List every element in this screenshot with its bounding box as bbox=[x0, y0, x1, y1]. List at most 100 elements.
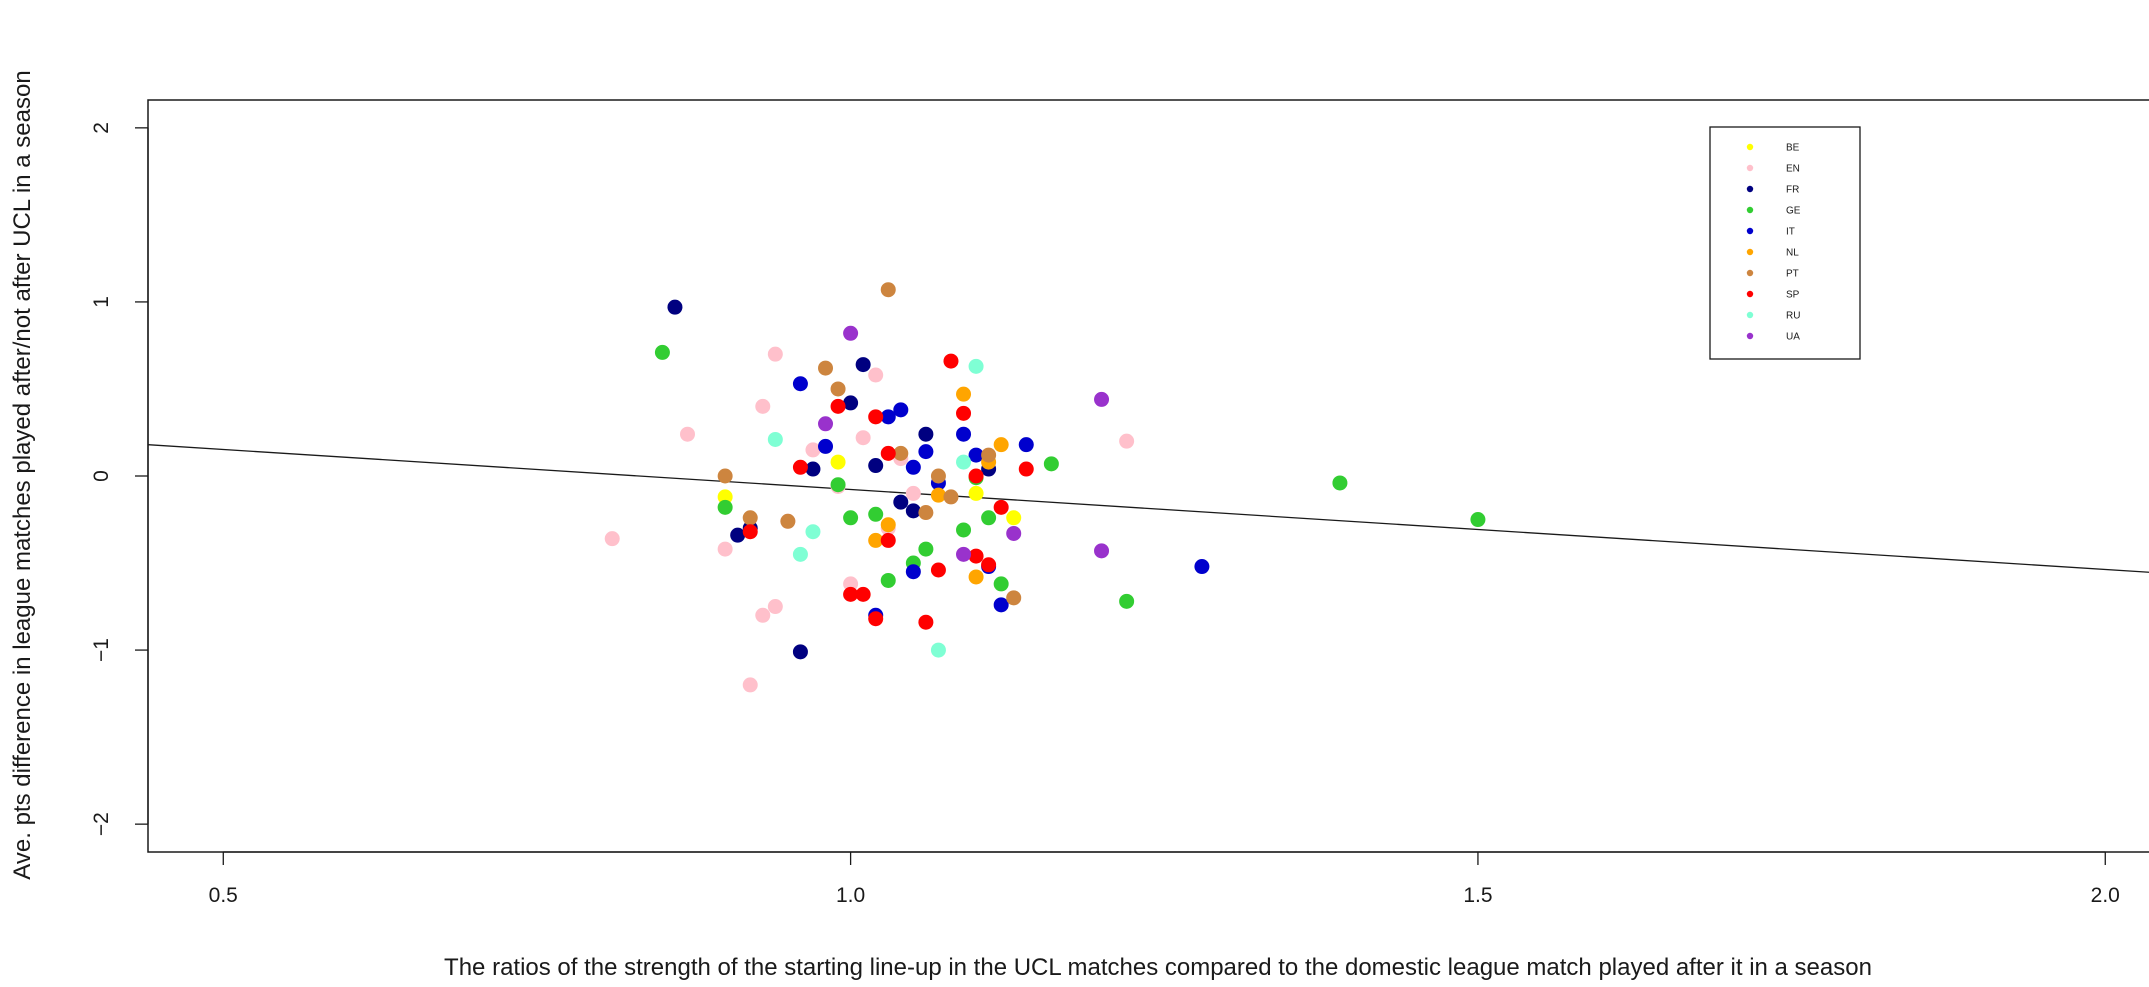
data-point-fr bbox=[843, 395, 859, 411]
legend-label-ru: RU bbox=[1786, 311, 1800, 322]
data-point-it bbox=[956, 426, 972, 442]
data-point-en bbox=[843, 576, 859, 592]
legend: BE EN FR GE IT NL PT SP RU UA bbox=[1709, 126, 1861, 360]
data-point-en bbox=[604, 531, 620, 547]
legend-label-pt: PT bbox=[1786, 269, 1799, 280]
data-point-pt bbox=[1006, 590, 1022, 606]
data-point-sp bbox=[968, 468, 984, 484]
data-point-fr bbox=[792, 644, 808, 660]
legend-marker-be bbox=[1746, 143, 1754, 151]
data-point-pt bbox=[981, 447, 997, 463]
data-point-en bbox=[1119, 433, 1135, 449]
data-point-ru bbox=[956, 454, 972, 470]
x-axis: 0.5 1.0 1.5 2.0 bbox=[209, 851, 2120, 907]
legend-marker-ge bbox=[1746, 206, 1754, 214]
data-point-nl bbox=[868, 532, 884, 548]
data-point-nl bbox=[956, 386, 972, 402]
data-point-be bbox=[968, 485, 984, 501]
data-point-ge bbox=[993, 576, 1009, 592]
x-tick-label: 1.5 bbox=[1463, 884, 1492, 907]
data-point-fr bbox=[918, 426, 934, 442]
data-point-ru bbox=[767, 431, 783, 447]
data-point-it bbox=[1018, 437, 1034, 453]
data-point-sp bbox=[880, 445, 896, 461]
data-point-pt bbox=[880, 282, 896, 298]
data-point-sp bbox=[918, 614, 934, 630]
data-point-pt bbox=[830, 381, 846, 397]
data-point-ua bbox=[1094, 391, 1110, 407]
y-tick-label: 1 bbox=[90, 296, 113, 308]
data-point-ge bbox=[1470, 512, 1486, 528]
data-point-be bbox=[717, 489, 733, 505]
data-point-it bbox=[880, 409, 896, 425]
data-point-sp bbox=[742, 524, 758, 540]
data-point-it bbox=[818, 438, 834, 454]
data-point-fr bbox=[893, 494, 909, 510]
x-tick-label: 1.0 bbox=[836, 884, 865, 907]
data-point-fr bbox=[805, 461, 821, 477]
y-tick-label: −2 bbox=[90, 812, 113, 836]
data-point-en bbox=[755, 398, 771, 414]
legend-marker-it bbox=[1746, 227, 1754, 235]
data-point-sp bbox=[868, 409, 884, 425]
legend-label-ge: GE bbox=[1786, 206, 1801, 217]
data-point-nl bbox=[880, 517, 896, 533]
data-point-en bbox=[767, 599, 783, 615]
data-point-en bbox=[680, 426, 696, 442]
data-point-pt bbox=[930, 468, 946, 484]
data-point-fr bbox=[730, 527, 746, 543]
data-point-be bbox=[1006, 510, 1022, 526]
legend-label-en: EN bbox=[1786, 164, 1800, 175]
data-point-ge bbox=[981, 510, 997, 526]
data-point-ua bbox=[956, 546, 972, 562]
data-point-en bbox=[868, 367, 884, 383]
data-point-it bbox=[993, 597, 1009, 613]
y-tick-label: −1 bbox=[90, 638, 113, 662]
y-tick-label: 2 bbox=[90, 122, 113, 134]
data-point-it bbox=[905, 564, 921, 580]
data-point-ua bbox=[1006, 525, 1022, 541]
y-tick-label: 0 bbox=[90, 470, 113, 482]
data-point-sp bbox=[1018, 461, 1034, 477]
data-point-en bbox=[755, 607, 771, 623]
data-point-ge bbox=[880, 572, 896, 588]
legend-label-it: IT bbox=[1786, 227, 1795, 238]
data-point-it bbox=[918, 444, 934, 460]
trend-line bbox=[147, 444, 2149, 573]
data-point-sp bbox=[943, 353, 959, 369]
data-point-sp bbox=[855, 586, 871, 602]
data-point-nl bbox=[930, 487, 946, 503]
data-point-sp bbox=[843, 586, 859, 602]
data-point-pt bbox=[742, 510, 758, 526]
data-point-fr bbox=[855, 357, 871, 373]
data-point-nl bbox=[993, 437, 1009, 453]
data-point-it bbox=[905, 459, 921, 475]
y-axis-title: Ave. pts difference in league matches pl… bbox=[9, 70, 36, 879]
data-point-ru bbox=[805, 524, 821, 540]
data-point-sp bbox=[981, 557, 997, 573]
data-point-ru bbox=[930, 642, 946, 658]
data-point-ru bbox=[968, 358, 984, 374]
data-points bbox=[604, 282, 1486, 693]
data-point-it bbox=[1194, 559, 1210, 575]
data-point-sp bbox=[830, 398, 846, 414]
legend-marker-pt bbox=[1746, 269, 1754, 277]
data-point-ua bbox=[1094, 543, 1110, 559]
data-point-ge bbox=[1043, 456, 1059, 472]
legend-marker-fr bbox=[1746, 185, 1754, 193]
data-point-en bbox=[855, 430, 871, 446]
data-point-be bbox=[830, 454, 846, 470]
legend-label-sp: SP bbox=[1786, 290, 1800, 301]
x-axis-title: The ratios of the strength of the starti… bbox=[444, 954, 1872, 981]
data-point-sp bbox=[930, 562, 946, 578]
data-point-en bbox=[905, 485, 921, 501]
data-point-pt bbox=[780, 513, 796, 529]
x-tick-label: 2.0 bbox=[2091, 884, 2120, 907]
data-point-ge bbox=[717, 499, 733, 515]
data-point-ge bbox=[918, 541, 934, 557]
data-point-pt bbox=[943, 489, 959, 505]
y-axis: −2 −1 0 1 2 bbox=[90, 122, 149, 836]
data-point-pt bbox=[918, 505, 934, 521]
data-point-ge bbox=[830, 477, 846, 493]
